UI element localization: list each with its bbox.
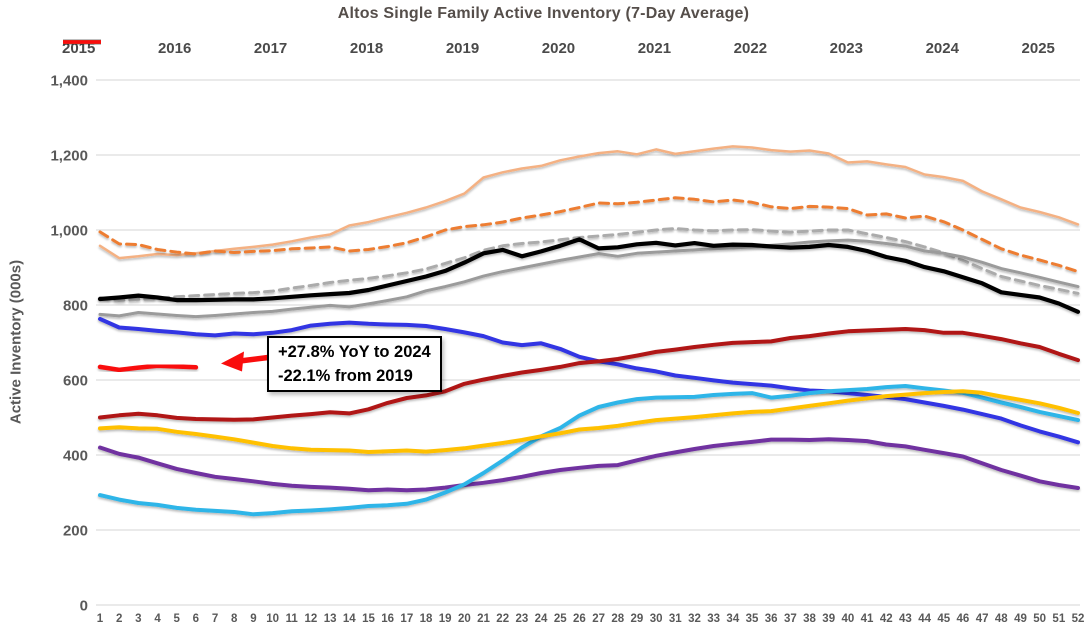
- x-tick-label: 30: [650, 613, 663, 625]
- series-line-2020: [98, 316, 1080, 445]
- x-tick-label: 49: [1014, 613, 1027, 625]
- x-tick-label: 8: [231, 613, 238, 625]
- series-line-2023: [98, 389, 1080, 454]
- series-line-2025: [97, 363, 199, 373]
- legend-label: 2016: [157, 39, 192, 57]
- x-tick-label: 46: [957, 613, 970, 625]
- y-tick-label: 600: [63, 373, 88, 390]
- x-tick-label: 31: [669, 613, 682, 625]
- x-tick-label: 29: [631, 613, 644, 625]
- x-tick-label: 25: [554, 613, 567, 625]
- legend-label: 2019: [445, 39, 480, 57]
- x-tick-label: 52: [1072, 613, 1085, 625]
- x-tick-label: 6: [193, 613, 199, 625]
- x-tick-label: 3: [135, 613, 141, 625]
- x-tick-label: 4: [154, 613, 161, 625]
- x-tick-label: 1: [97, 613, 104, 625]
- series-line-2021: [98, 437, 1080, 493]
- y-tick-label: 1,400: [50, 73, 88, 90]
- legend-label: 2020: [541, 39, 576, 57]
- x-tick-label: 7: [212, 613, 218, 625]
- x-tick-label: 51: [1052, 613, 1065, 625]
- x-tick-label: 28: [611, 613, 624, 625]
- annotation-arrow-shaft: [237, 354, 271, 364]
- annotation-callout: +27.8% YoY to 2024 -22.1% from 2019: [267, 336, 442, 392]
- x-tick-label: 45: [937, 613, 950, 625]
- x-tick-label: 33: [707, 613, 720, 625]
- x-tick-label: 15: [362, 613, 375, 625]
- x-tick-label: 40: [841, 613, 854, 625]
- legend-label: 2017: [253, 39, 288, 57]
- x-tick-label: 41: [861, 613, 874, 625]
- x-tick-label: 2: [116, 613, 122, 625]
- x-tick-label: 37: [784, 613, 797, 625]
- annotation-line2: -22.1% from 2019: [278, 367, 413, 385]
- series-line-2019: [97, 237, 1081, 314]
- y-tick-label: 0: [80, 598, 88, 615]
- legend-label: 2025: [1021, 39, 1055, 57]
- x-tick-label: 47: [976, 613, 989, 625]
- x-tick-label: 5: [174, 613, 181, 625]
- x-tick-label: 35: [746, 613, 759, 625]
- x-tick-label: 18: [420, 613, 433, 625]
- x-tick-label: 24: [535, 613, 548, 625]
- x-tick-label: 27: [592, 613, 605, 625]
- x-tick-label: 43: [899, 613, 912, 625]
- x-tick-label: 10: [266, 613, 279, 625]
- legend-label: 2022: [733, 39, 768, 57]
- x-tick-label: 38: [803, 613, 816, 625]
- y-tick-label: 400: [63, 448, 88, 465]
- x-tick-label: 13: [324, 613, 337, 625]
- series-line-2018: [98, 238, 1080, 319]
- x-tick-label: 48: [995, 613, 1008, 625]
- x-tick-label: 23: [515, 613, 528, 625]
- series-line-2024: [98, 327, 1080, 422]
- x-tick-label: 32: [688, 613, 701, 625]
- y-tick-label: 1,200: [50, 148, 88, 165]
- x-tick-label: 21: [477, 613, 490, 625]
- x-tick-label: 22: [496, 613, 509, 625]
- series-line-2015: [98, 145, 1080, 260]
- legend-label: 2024: [925, 39, 959, 57]
- legend-label: 2023: [829, 39, 863, 57]
- x-tick-label: 19: [439, 613, 452, 625]
- x-tick-label: 14: [343, 613, 356, 625]
- x-tick-label: 9: [250, 613, 256, 625]
- chart-title: Altos Single Family Active Inventory (7-…: [337, 5, 750, 22]
- x-tick-label: 34: [726, 613, 739, 625]
- legend-item-2025: 2025: [63, 39, 1055, 57]
- x-tick-label: 12: [305, 613, 318, 625]
- x-tick-label: 36: [765, 613, 778, 625]
- legend-label: 2018: [349, 39, 384, 57]
- series-line-2016: [98, 196, 1080, 274]
- x-tick-label: 20: [458, 613, 471, 625]
- y-tick-label: 200: [63, 523, 88, 540]
- x-tick-label: 44: [918, 613, 931, 625]
- legend-line-sample-2025: [63, 40, 101, 44]
- x-tick-label: 16: [381, 613, 394, 625]
- y-tick-label: 800: [63, 298, 88, 315]
- series-line-2017: [98, 227, 1080, 302]
- x-tick-label: 50: [1033, 613, 1046, 625]
- annotation-arrow-head: [221, 351, 244, 372]
- x-tick-label: 42: [880, 613, 893, 625]
- annotation-line1: +27.8% YoY to 2024: [278, 343, 431, 361]
- legend: 2015 2016 2017 2018 2019 2020 2021 2022 2023 2024…: [62, 38, 1055, 58]
- legend-label: 2021: [637, 39, 672, 57]
- x-tick-label: 39: [822, 613, 835, 625]
- x-tick-label: 11: [286, 613, 299, 625]
- series-line-2022: [98, 384, 1080, 517]
- y-tick-label: 1,000: [50, 223, 88, 240]
- x-tick-label: 17: [400, 613, 413, 625]
- x-tick-label: 26: [573, 613, 586, 625]
